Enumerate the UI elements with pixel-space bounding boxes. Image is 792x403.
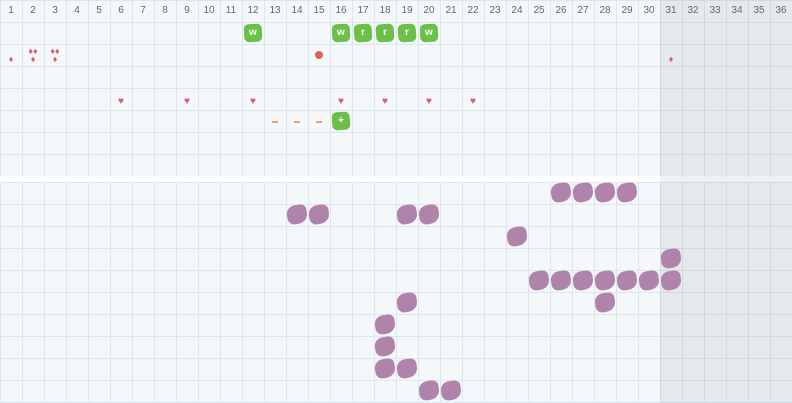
day-number: 25 xyxy=(533,5,545,16)
heart: ♥ xyxy=(426,96,432,107)
shaded-columns xyxy=(660,0,792,403)
badge: w xyxy=(419,23,439,43)
day-number: 29 xyxy=(621,5,633,16)
drop: ♦♦ ♦ xyxy=(50,46,60,64)
day-number: 30 xyxy=(643,5,655,16)
day-number: 15 xyxy=(313,5,325,16)
day-number: 4 xyxy=(74,5,80,16)
heart: ♥ xyxy=(382,96,388,107)
day-number: 34 xyxy=(731,5,743,16)
dash xyxy=(316,121,322,123)
drop: ♦♦ ♦ xyxy=(28,46,38,64)
heart: ♥ xyxy=(118,96,124,107)
badge: r xyxy=(375,23,395,43)
day-number: 11 xyxy=(225,5,237,16)
day-number: 18 xyxy=(379,5,391,16)
day-number: 28 xyxy=(599,5,611,16)
day-number: 26 xyxy=(555,5,567,16)
day-number: 9 xyxy=(184,5,190,16)
day-number: 22 xyxy=(467,5,479,16)
day-number: 32 xyxy=(687,5,699,16)
separator xyxy=(0,176,792,182)
day-number: 5 xyxy=(96,5,102,16)
heart: ♥ xyxy=(470,96,476,107)
dash xyxy=(294,121,300,123)
drop: ♦ xyxy=(8,54,14,64)
day-number: 35 xyxy=(753,5,765,16)
dot xyxy=(315,51,323,59)
day-number: 33 xyxy=(709,5,721,16)
day-number: 6 xyxy=(118,5,124,16)
day-number: 1 xyxy=(8,5,14,16)
day-number: 7 xyxy=(140,5,146,16)
badge: w xyxy=(331,23,351,43)
day-number: 24 xyxy=(511,5,523,16)
day-number: 23 xyxy=(489,5,501,16)
day-number: 10 xyxy=(203,5,215,16)
day-number: 3 xyxy=(52,5,58,16)
day-number: 19 xyxy=(401,5,413,16)
day-number: 21 xyxy=(445,5,457,16)
heart: ♥ xyxy=(184,96,190,107)
top-grid xyxy=(0,0,792,176)
badge: w xyxy=(243,23,263,43)
day-number: 17 xyxy=(357,5,369,16)
day-number: 14 xyxy=(291,5,303,16)
day-number: 12 xyxy=(247,5,259,16)
day-number: 31 xyxy=(665,5,677,16)
day-number: 20 xyxy=(423,5,435,16)
day-number: 36 xyxy=(775,5,787,16)
day-number: 16 xyxy=(335,5,347,16)
day-number: 2 xyxy=(30,5,36,16)
heart: ♥ xyxy=(250,96,256,107)
badge: r xyxy=(397,23,417,43)
badge: + xyxy=(331,111,351,131)
day-number: 8 xyxy=(162,5,168,16)
dash xyxy=(272,121,278,123)
badge: r xyxy=(353,23,373,43)
heart: ♥ xyxy=(338,96,344,107)
day-number: 27 xyxy=(577,5,589,16)
drop: ♦ xyxy=(668,54,674,64)
day-number: 13 xyxy=(269,5,281,16)
